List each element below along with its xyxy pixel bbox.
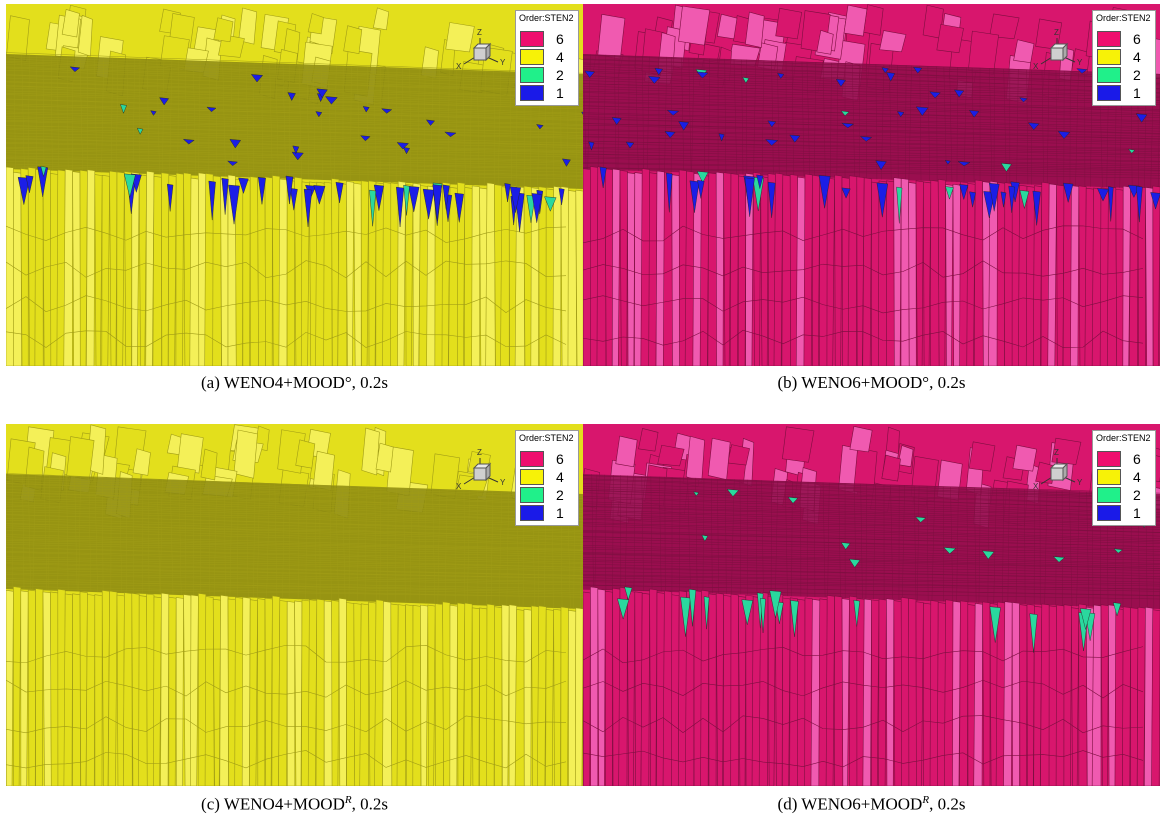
caption-d: (d) WENO6+MOODR, 0.2s	[777, 794, 966, 814]
caption-a: (a) WENO4+MOOD°, 0.2s	[201, 373, 388, 392]
axis-label-x: X	[456, 62, 462, 71]
axis-label-y: Y	[500, 478, 506, 487]
legend-swatch-6	[520, 451, 544, 467]
axis-label-x: X	[456, 482, 462, 491]
mesh-view-c	[6, 424, 583, 786]
legend: Order:STEN2 6 4 2 1	[1092, 430, 1156, 526]
legend-level-1: 1	[1133, 85, 1141, 101]
legend-level-4: 4	[556, 49, 564, 65]
legend: Order:STEN2 6 4 2 1	[1092, 10, 1156, 106]
legend-swatch-1	[520, 505, 544, 521]
axis-label-x: X	[1033, 482, 1039, 491]
legend-swatch-2	[1097, 67, 1121, 83]
axis-label-y: Y	[1077, 58, 1083, 67]
legend-swatch-2	[520, 487, 544, 503]
axis-label-y: Y	[1077, 478, 1083, 487]
legend-level-4: 4	[556, 469, 564, 485]
legend-level-1: 1	[1133, 505, 1141, 521]
axis-label-z: Z	[477, 28, 482, 37]
panel-d: Order:STEN2 6 4 2 1 Z X Y	[583, 424, 1160, 786]
orientation-cube-icon	[1040, 458, 1076, 485]
orientation-cube-icon	[463, 458, 499, 485]
panel-c: Order:STEN2 6 4 2 1 Z X Y	[6, 424, 583, 786]
orientation-cube-icon	[1040, 38, 1076, 65]
legend-level-6: 6	[1133, 31, 1141, 47]
legend-swatch-6	[1097, 31, 1121, 47]
panel-b: Order:STEN2 6 4 2 1 Z X Y	[583, 4, 1160, 366]
legend-level-1: 1	[556, 505, 564, 521]
legend-level-2: 2	[1133, 67, 1141, 83]
legend-swatch-4	[1097, 469, 1121, 485]
legend-title: Order:STEN2	[519, 433, 574, 443]
mesh-view-b	[583, 4, 1160, 366]
legend-swatch-1	[1097, 85, 1121, 101]
orientation-cube-icon	[463, 38, 499, 65]
legend-swatch-4	[520, 49, 544, 65]
axis-label-x: X	[1033, 62, 1039, 71]
legend-title: Order:STEN2	[1096, 433, 1151, 443]
legend-level-6: 6	[1133, 451, 1141, 467]
caption-b: (b) WENO6+MOOD°, 0.2s	[777, 373, 966, 392]
axis-label-z: Z	[1054, 448, 1059, 457]
legend-level-2: 2	[1133, 487, 1141, 503]
orientation-axes: Z X Y	[1031, 448, 1091, 494]
legend-swatch-6	[1097, 451, 1121, 467]
legend-level-6: 6	[556, 31, 564, 47]
legend: Order:STEN2 6 4 2 1	[515, 430, 579, 526]
orientation-axes: Z X Y	[1031, 28, 1091, 74]
legend-swatch-4	[1097, 49, 1121, 65]
legend-level-2: 2	[556, 487, 564, 503]
legend-level-4: 4	[1133, 469, 1141, 485]
panel-a: Order:STEN2 6 4 2 1 Z X Y	[6, 4, 583, 366]
legend-title: Order:STEN2	[519, 13, 574, 23]
caption-c: (c) WENO4+MOODR, 0.2s	[201, 794, 388, 814]
orientation-axes: Z X Y	[454, 448, 514, 494]
legend-level-1: 1	[556, 85, 564, 101]
axis-label-z: Z	[1054, 28, 1059, 37]
legend-swatch-2	[1097, 487, 1121, 503]
legend-swatch-1	[520, 85, 544, 101]
legend-level-6: 6	[556, 451, 564, 467]
axis-label-z: Z	[477, 448, 482, 457]
orientation-axes: Z X Y	[454, 28, 514, 74]
legend-level-2: 2	[556, 67, 564, 83]
legend-swatch-4	[520, 469, 544, 485]
legend-swatch-6	[520, 31, 544, 47]
legend: Order:STEN2 6 4 2 1	[515, 10, 579, 106]
legend-swatch-2	[520, 67, 544, 83]
axis-label-y: Y	[500, 58, 506, 67]
legend-swatch-1	[1097, 505, 1121, 521]
legend-level-4: 4	[1133, 49, 1141, 65]
legend-title: Order:STEN2	[1096, 13, 1151, 23]
